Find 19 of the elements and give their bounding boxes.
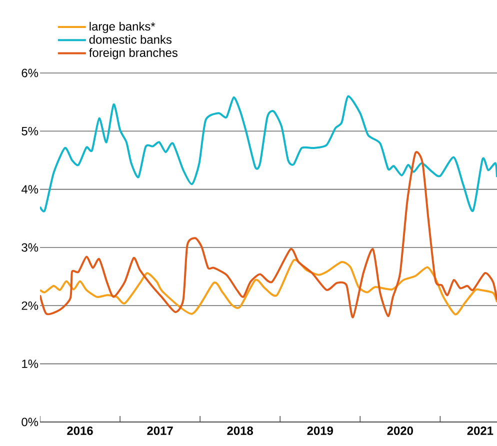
y-tick-label: 5% bbox=[22, 126, 38, 136]
y-tick-label: 3% bbox=[22, 243, 38, 252]
y-tick-label: 6% bbox=[22, 68, 38, 78]
x-tick-label: 2019 bbox=[307, 426, 333, 435]
line-series bbox=[40, 152, 497, 318]
x-tick-label: 2016 bbox=[67, 426, 93, 435]
y-tick-label: 4% bbox=[21, 185, 38, 194]
x-tick-label: 2021 bbox=[467, 426, 494, 435]
legend-label: domestic banks bbox=[89, 35, 172, 44]
line-series bbox=[40, 258, 497, 316]
y-tick-label: 1% bbox=[22, 360, 38, 368]
x-tick-label: 2018 bbox=[227, 426, 254, 435]
x-tick-label: 2020 bbox=[387, 426, 413, 435]
legend-label: large banks* bbox=[90, 22, 156, 34]
y-tick-label: 2% bbox=[22, 301, 38, 310]
legend-label: foreign branches bbox=[89, 48, 178, 60]
x-tick-label: 2017 bbox=[147, 426, 173, 435]
y-tick-label: 0% bbox=[22, 418, 38, 426]
line-series bbox=[40, 95, 497, 212]
